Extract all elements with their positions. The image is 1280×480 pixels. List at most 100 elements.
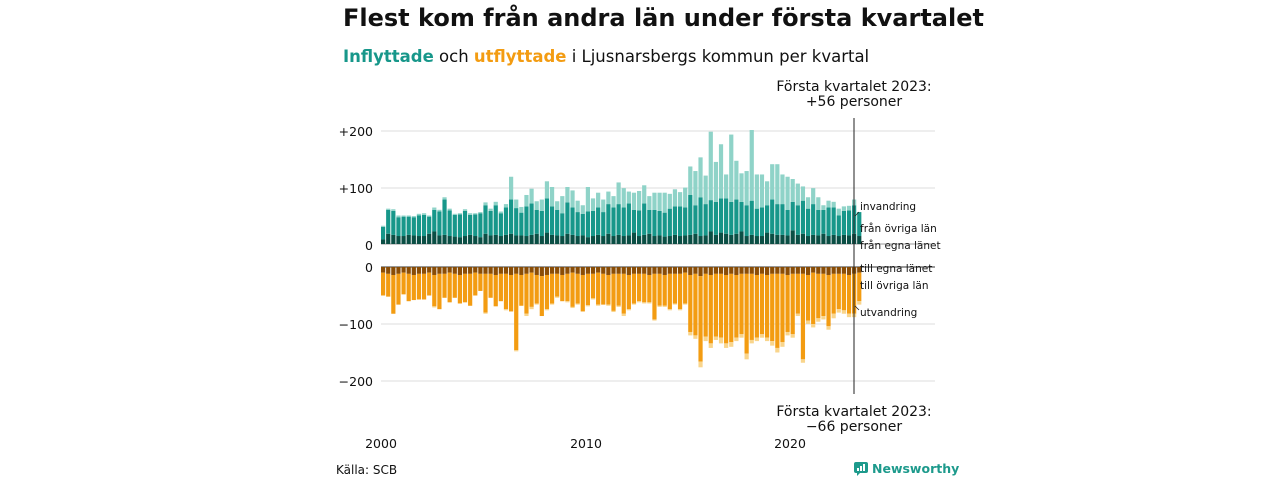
bar-in-own-county — [775, 234, 780, 244]
bar-out-own-county — [462, 267, 468, 274]
bar-in-immigration — [447, 208, 452, 211]
bar-in-other-counties — [539, 210, 544, 237]
bar-out-emigration — [857, 301, 862, 305]
bar-in-own-county — [677, 236, 683, 244]
bar-in-own-county — [401, 236, 406, 244]
bar-out-own-county — [836, 267, 841, 274]
bar-out-own-county — [601, 267, 606, 274]
bar-out-emigration — [621, 313, 626, 317]
chart-title: Flest kom från andra län under första kv… — [343, 4, 984, 32]
bar-out-own-county — [590, 267, 596, 274]
bar-out-own-county — [759, 267, 765, 274]
bar-in-immigration — [734, 160, 739, 200]
bar-out-own-county — [637, 267, 642, 274]
bar-in-own-county — [780, 234, 785, 244]
bar-in-immigration — [468, 213, 473, 215]
bar-out-other-counties — [647, 274, 652, 303]
bar-out-own-county — [519, 267, 524, 275]
bar-in-own-county — [626, 235, 631, 244]
bar-out-own-county — [570, 267, 575, 273]
bar-in-immigration — [724, 174, 729, 199]
bar-in-own-county — [596, 234, 601, 244]
bar-out-own-county — [816, 267, 821, 274]
bar-out-own-county — [534, 267, 539, 275]
bar-out-other-counties — [580, 274, 585, 312]
bar-in-other-counties — [560, 213, 565, 237]
bar-out-own-county — [437, 267, 442, 274]
bar-out-other-counties — [637, 273, 642, 302]
bar-out-own-county — [611, 267, 616, 274]
bar-out-own-county — [473, 267, 478, 273]
bar-out-own-county — [688, 267, 693, 275]
bar-in-other-counties — [519, 212, 524, 236]
bar-in-own-county — [724, 233, 729, 244]
bar-in-immigration — [642, 185, 647, 204]
bar-out-own-county — [493, 267, 498, 275]
bar-in-immigration — [739, 173, 744, 202]
bar-out-emigration — [432, 306, 437, 308]
bar-out-other-counties — [718, 273, 724, 338]
bar-out-own-county — [846, 267, 852, 275]
bar-out-other-counties — [744, 273, 749, 354]
bar-in-other-counties — [677, 206, 683, 237]
bar-in-own-county — [611, 236, 616, 244]
x-tick-2010: 2010 — [570, 436, 602, 451]
bar-out-own-county — [708, 267, 713, 275]
bar-in-immigration — [826, 200, 831, 208]
bar-out-other-counties — [386, 273, 391, 297]
bar-out-emigration — [585, 305, 590, 307]
bar-in-other-counties — [652, 209, 657, 237]
bar-out-emigration — [795, 313, 800, 317]
bar-in-other-counties — [698, 197, 703, 237]
bar-in-own-county — [447, 236, 452, 244]
bar-out-emigration — [544, 309, 550, 311]
bar-in-other-counties — [816, 209, 821, 236]
bar-in-other-counties — [718, 198, 724, 233]
bar-out-own-county — [770, 267, 775, 274]
bar-in-immigration — [718, 144, 724, 199]
bar-in-other-counties — [626, 203, 631, 236]
bar-out-emigration — [780, 342, 785, 347]
chart-subtitle: Inflyttade och utflyttade i Ljusnarsberg… — [343, 47, 869, 66]
bar-out-other-counties — [683, 272, 688, 304]
bar-out-own-county — [703, 267, 708, 274]
y-tick-in-200: +200 — [339, 124, 373, 139]
bar-in-immigration — [754, 174, 759, 209]
bar-in-immigration — [708, 131, 713, 201]
bar-out-other-counties — [427, 272, 432, 296]
bar-out-own-county — [672, 267, 678, 274]
bar-out-emigration — [652, 319, 657, 321]
bar-out-other-counties — [570, 272, 575, 307]
bar-out-emigration — [708, 343, 713, 348]
bar-out-own-county — [416, 267, 422, 274]
bar-out-own-county — [729, 267, 734, 274]
bar-out-other-counties — [468, 273, 473, 306]
bar-out-emigration — [718, 337, 724, 344]
bar-in-immigration — [386, 208, 391, 210]
bar-out-other-counties — [857, 272, 862, 302]
bar-in-own-county — [811, 234, 816, 244]
bar-in-other-counties — [642, 203, 647, 235]
bar-in-other-counties — [611, 207, 616, 237]
bar-out-emigration — [703, 336, 708, 342]
bar-in-own-county — [795, 234, 800, 244]
bar-in-own-county — [544, 232, 550, 244]
newsworthy-logo-icon — [854, 461, 868, 476]
bar-in-own-county — [647, 233, 652, 244]
bar-out-emigration — [841, 310, 846, 314]
bar-out-own-county — [739, 267, 744, 274]
bar-out-emigration — [846, 313, 852, 318]
annotation-top-line2: +56 personer — [806, 94, 903, 110]
bar-in-own-county — [462, 236, 468, 244]
bar-in-other-counties — [713, 201, 718, 235]
bar-out-other-counties — [816, 273, 821, 319]
bar-in-immigration — [811, 188, 816, 205]
bar-in-other-counties — [836, 215, 841, 237]
bar-out-own-county — [657, 267, 662, 274]
bar-out-own-county — [580, 267, 585, 275]
bar-out-own-county — [560, 267, 565, 275]
bar-out-own-county — [631, 267, 637, 274]
bar-out-own-county — [749, 267, 754, 274]
bar-in-own-county — [601, 236, 606, 244]
bar-out-other-counties — [652, 273, 657, 320]
